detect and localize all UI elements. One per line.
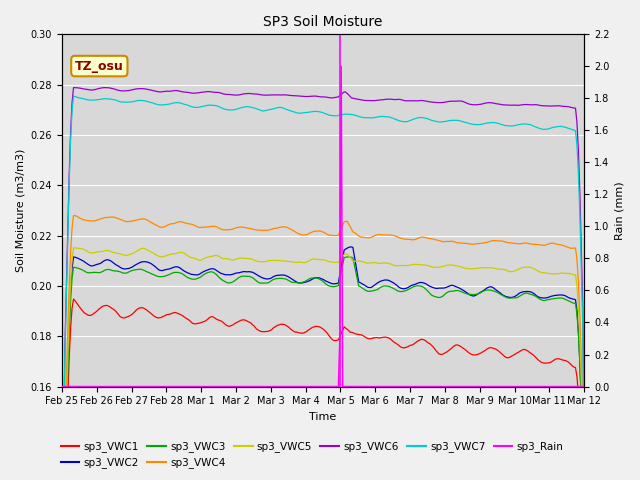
Line: sp3_VWC6: sp3_VWC6 bbox=[62, 87, 584, 480]
sp3_VWC1 bbox=[288, 327, 296, 333]
Line: sp3_VWC5: sp3_VWC5 bbox=[62, 248, 584, 480]
sp3_VWC6 bbox=[233, 92, 241, 98]
sp3_Rain bbox=[553, 384, 561, 389]
sp3_VWC5 bbox=[233, 256, 241, 262]
sp3_VWC2 bbox=[346, 244, 354, 250]
Line: sp3_VWC2: sp3_VWC2 bbox=[62, 247, 584, 480]
sp3_Rain bbox=[122, 384, 130, 389]
Y-axis label: Soil Moisture (m3/m3): Soil Moisture (m3/m3) bbox=[15, 149, 25, 272]
sp3_VWC5 bbox=[215, 253, 223, 259]
sp3_VWC1 bbox=[241, 317, 249, 323]
sp3_VWC5 bbox=[241, 255, 249, 261]
sp3_VWC5 bbox=[70, 245, 77, 251]
sp3_VWC6 bbox=[580, 445, 588, 451]
sp3_VWC1 bbox=[215, 317, 223, 323]
sp3_VWC7 bbox=[124, 99, 131, 105]
sp3_VWC4 bbox=[241, 225, 249, 230]
Line: sp3_VWC4: sp3_VWC4 bbox=[62, 216, 584, 480]
sp3_VWC1 bbox=[233, 320, 241, 325]
sp3_VWC3 bbox=[214, 273, 221, 278]
sp3_VWC7 bbox=[70, 94, 77, 99]
sp3_Rain bbox=[231, 384, 239, 389]
sp3_VWC6 bbox=[70, 84, 77, 90]
sp3_VWC5 bbox=[124, 252, 131, 258]
sp3_VWC1 bbox=[124, 314, 131, 320]
Legend: sp3_VWC1, sp3_VWC2, sp3_VWC3, sp3_VWC4, sp3_VWC5, sp3_VWC6, sp3_VWC7, sp3_Rain: sp3_VWC1, sp3_VWC2, sp3_VWC3, sp3_VWC4, … bbox=[56, 437, 568, 472]
sp3_VWC2 bbox=[214, 268, 221, 274]
sp3_VWC4 bbox=[124, 219, 131, 225]
sp3_VWC6 bbox=[288, 93, 296, 98]
sp3_VWC3 bbox=[553, 296, 561, 301]
sp3_VWC7 bbox=[233, 106, 241, 112]
sp3_VWC3 bbox=[231, 277, 239, 283]
Line: sp3_Rain: sp3_Rain bbox=[62, 66, 584, 386]
sp3_VWC4 bbox=[288, 227, 296, 233]
sp3_VWC6 bbox=[241, 91, 249, 96]
sp3_Rain bbox=[337, 63, 345, 69]
sp3_VWC5 bbox=[288, 259, 296, 264]
Line: sp3_VWC3: sp3_VWC3 bbox=[62, 257, 584, 480]
sp3_VWC2 bbox=[287, 275, 294, 281]
sp3_VWC7 bbox=[241, 104, 249, 109]
sp3_VWC7 bbox=[288, 108, 296, 114]
sp3_VWC4 bbox=[70, 213, 77, 218]
Title: SP3 Soil Moisture: SP3 Soil Moisture bbox=[264, 15, 383, 29]
sp3_VWC4 bbox=[553, 241, 561, 247]
sp3_VWC6 bbox=[553, 103, 561, 108]
sp3_Rain bbox=[240, 384, 248, 389]
X-axis label: Time: Time bbox=[309, 412, 337, 422]
sp3_VWC1 bbox=[553, 356, 561, 362]
sp3_VWC1 bbox=[70, 296, 77, 302]
sp3_VWC7 bbox=[553, 124, 561, 130]
Line: sp3_VWC1: sp3_VWC1 bbox=[62, 299, 584, 480]
Line: sp3_VWC7: sp3_VWC7 bbox=[62, 96, 584, 480]
sp3_VWC2 bbox=[553, 292, 561, 298]
sp3_Rain bbox=[287, 384, 294, 389]
sp3_Rain bbox=[580, 384, 588, 389]
Text: TZ_osu: TZ_osu bbox=[75, 60, 124, 72]
sp3_VWC3 bbox=[287, 278, 294, 284]
sp3_VWC2 bbox=[240, 269, 248, 275]
sp3_VWC2 bbox=[122, 266, 130, 272]
sp3_Rain bbox=[58, 384, 66, 389]
sp3_VWC4 bbox=[215, 225, 223, 231]
sp3_VWC6 bbox=[215, 90, 223, 96]
sp3_VWC7 bbox=[215, 104, 223, 109]
sp3_VWC7 bbox=[580, 458, 588, 464]
sp3_VWC3 bbox=[240, 273, 248, 279]
sp3_Rain bbox=[214, 384, 221, 389]
sp3_VWC6 bbox=[124, 88, 131, 94]
sp3_VWC3 bbox=[345, 254, 353, 260]
Y-axis label: Rain (mm): Rain (mm) bbox=[615, 181, 625, 240]
sp3_VWC4 bbox=[233, 225, 241, 230]
sp3_VWC2 bbox=[231, 271, 239, 276]
sp3_VWC3 bbox=[122, 270, 130, 276]
sp3_VWC5 bbox=[553, 271, 561, 276]
